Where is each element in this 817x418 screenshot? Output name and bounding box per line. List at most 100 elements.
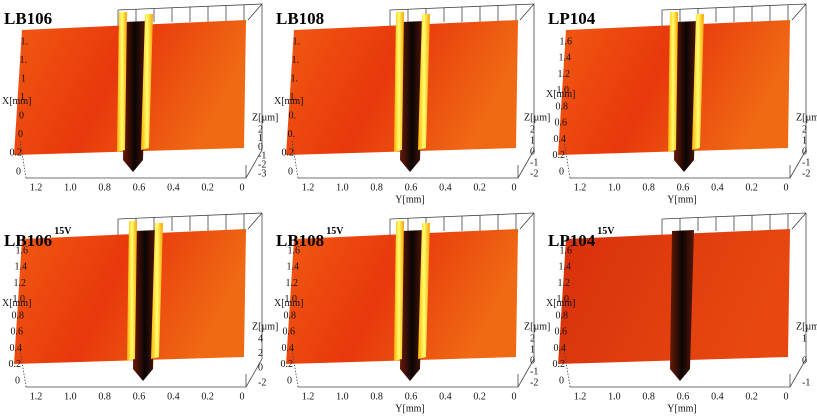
panel-title: LP104 bbox=[548, 9, 596, 28]
axis-line bbox=[26, 149, 263, 179]
y-tick-label: 0.8 bbox=[642, 391, 655, 402]
z-tick-label: -1 bbox=[258, 151, 266, 162]
z-tick-label: 0 bbox=[258, 142, 263, 153]
z-tick-label: 2 bbox=[530, 333, 535, 344]
y-tick-label: 0.2 bbox=[745, 182, 758, 193]
x-tick-label: 1.6 bbox=[560, 245, 573, 256]
z-axis-label: Z[µm] bbox=[524, 112, 550, 123]
z-tick-label: 2 bbox=[258, 348, 263, 359]
panel-title: LB106 bbox=[4, 9, 52, 28]
y-tick-label: 1.0 bbox=[64, 391, 77, 402]
x-tick-label: 0.6 bbox=[555, 118, 568, 129]
axis-dotted bbox=[563, 139, 571, 179]
y-tick-label: 0.4 bbox=[439, 391, 452, 402]
x-tick-label: 0 bbox=[19, 111, 24, 122]
x-tick-label: 0 bbox=[18, 129, 23, 140]
z-tick-label: -2 bbox=[258, 159, 266, 170]
ridge bbox=[418, 14, 430, 150]
axis-line bbox=[298, 149, 535, 179]
panel: LB108 15V1.61.41.21.00.80.60.40.20X[mm]1.… bbox=[274, 212, 550, 414]
x-tick-label: 0.4 bbox=[554, 134, 567, 145]
z-tick-label: -1 bbox=[802, 157, 810, 168]
y-tick-label: 1.0 bbox=[608, 182, 621, 193]
y-tick-label: 0.2 bbox=[745, 391, 758, 402]
y-tick-label: 0.2 bbox=[473, 182, 486, 193]
x-tick-label: 1.0 bbox=[13, 294, 26, 305]
z-tick-label: 1 bbox=[530, 344, 535, 355]
z-tick-label: 0 bbox=[530, 355, 535, 366]
ridge bbox=[668, 12, 678, 152]
axis-line bbox=[570, 149, 807, 179]
y-tick-label: 0.4 bbox=[711, 182, 724, 193]
z-tick-label: 4 bbox=[258, 333, 263, 344]
z-axis-label: Z[µm] bbox=[796, 321, 817, 332]
x-tick-label: 0.2 bbox=[553, 150, 566, 161]
x-tick-label: 1.4 bbox=[559, 262, 572, 273]
z-tick-label: -1 bbox=[530, 366, 538, 377]
y-tick-label: 0.4 bbox=[167, 182, 180, 193]
ridge bbox=[117, 12, 127, 152]
z-tick-label: -2 bbox=[802, 168, 810, 179]
trench bbox=[133, 230, 157, 381]
x-tick-label: 0. bbox=[289, 111, 297, 122]
panel-superscript: 15V bbox=[326, 226, 344, 237]
x-tick-label: 0 bbox=[16, 166, 21, 177]
y-tick-label: 1.0 bbox=[336, 182, 349, 193]
x-tick-label: 0.4 bbox=[282, 343, 295, 354]
y-tick-label: 0.6 bbox=[405, 182, 418, 193]
x-tick-label: 1 bbox=[20, 92, 25, 103]
ridge bbox=[394, 221, 404, 361]
x-tick-label: 0.2 bbox=[281, 359, 294, 370]
z-axis-label: Z[µm] bbox=[252, 321, 278, 332]
x-tick-label: 1.2 bbox=[286, 278, 299, 289]
x-tick-label: 0.2 bbox=[9, 359, 22, 370]
x-tick-label: 1.4 bbox=[287, 262, 300, 273]
axis-dotted bbox=[291, 348, 299, 388]
panel-title: LB108 bbox=[276, 9, 324, 28]
axis-line bbox=[570, 358, 807, 388]
z-axis-label: Z[µm] bbox=[796, 112, 817, 123]
panel: LB108 1. 1. 1. 1. 0. 0. 0.2 0 X[mm] 1.2 1.0 0.8 0.6 0.… bbox=[274, 3, 550, 205]
y-tick-label: 1.2 bbox=[574, 391, 587, 402]
x-tick-label: 1.4 bbox=[15, 262, 28, 273]
x-axis-label: X[mm] bbox=[2, 298, 31, 309]
y-axis-label: Y[mm] bbox=[667, 403, 696, 414]
axis-dotted bbox=[291, 139, 299, 179]
x-tick-label: 0 bbox=[559, 375, 564, 386]
x-tick-label: 0.4 bbox=[10, 343, 23, 354]
y-tick-label: 0.8 bbox=[370, 391, 383, 402]
x-tick-label: 0 bbox=[559, 166, 564, 177]
y-tick-label: 0 bbox=[784, 391, 789, 402]
x-tick-label: 1 bbox=[21, 73, 26, 84]
x-tick-label: 1.6 bbox=[288, 245, 301, 256]
x-tick-label: 0.6 bbox=[283, 327, 296, 338]
y-tick-label: 1.2 bbox=[30, 391, 43, 402]
z-tick-label: -3 bbox=[258, 168, 266, 179]
y-axis-label: Y[mm] bbox=[395, 194, 424, 205]
z-tick-label: 1 bbox=[802, 333, 807, 344]
y-tick-label: 0 bbox=[784, 182, 789, 193]
x-tick-label: 0.2 bbox=[10, 148, 23, 159]
y-tick-label: 1.2 bbox=[574, 182, 587, 193]
y-tick-label: 0.6 bbox=[405, 391, 418, 402]
y-tick-label: 0.2 bbox=[201, 182, 214, 193]
ridge bbox=[141, 14, 153, 150]
panel-title: LB108 bbox=[276, 231, 324, 250]
y-tick-label: 0 bbox=[240, 182, 245, 193]
y-tick-label: 0.2 bbox=[473, 391, 486, 402]
x-tick-label: 1.2 bbox=[558, 278, 571, 289]
y-axis-label: Y[mm] bbox=[667, 194, 696, 205]
x-tick-label: 0.6 bbox=[11, 327, 24, 338]
x-tick-label: 0.8 bbox=[12, 310, 25, 321]
y-tick-label: 0.6 bbox=[133, 391, 146, 402]
panel-title: LP104 bbox=[548, 231, 596, 250]
panel: LB106 15V1.61.41.21.00.80.60.40.20X[mm]1.… bbox=[2, 212, 278, 402]
z-tick-label: 0 bbox=[258, 363, 263, 374]
x-tick-label: 0.4 bbox=[554, 343, 567, 354]
y-tick-label: 0.8 bbox=[642, 182, 655, 193]
z-tick-label: 1 bbox=[258, 133, 263, 144]
x-tick-label: 0.6 bbox=[555, 327, 568, 338]
x-tick-label: 1.2 bbox=[558, 69, 571, 80]
